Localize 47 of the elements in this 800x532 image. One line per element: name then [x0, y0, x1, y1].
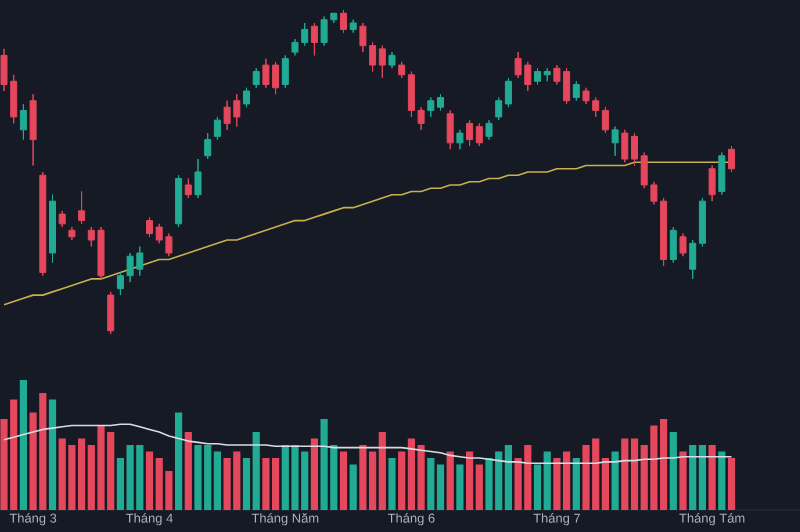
candlestick	[68, 226, 76, 241]
candlestick	[213, 116, 221, 141]
candlestick	[446, 109, 454, 150]
candlestick	[242, 87, 251, 108]
candlestick	[728, 145, 736, 173]
candlestick	[29, 93, 37, 167]
candlestick	[611, 126, 619, 157]
candlestick	[78, 190, 86, 225]
candlestick	[252, 67, 260, 89]
bar	[679, 451, 687, 510]
bar	[446, 451, 454, 510]
candlestick	[184, 177, 192, 199]
bar	[339, 451, 348, 510]
candlestick	[281, 54, 289, 89]
candlestick	[669, 226, 677, 264]
candlestick	[310, 22, 318, 56]
bar	[349, 464, 357, 510]
candlestick	[718, 152, 726, 196]
bar	[718, 451, 726, 510]
bar	[388, 458, 396, 510]
candlestick	[194, 158, 202, 199]
bar	[611, 451, 619, 510]
candlestick	[485, 119, 493, 141]
candlestick	[48, 194, 57, 264]
candlestick	[708, 165, 716, 202]
bar	[48, 399, 57, 510]
bar	[184, 432, 192, 510]
candlestick	[175, 174, 183, 228]
candlestick	[204, 132, 212, 160]
candlestick	[349, 19, 357, 34]
bar	[19, 380, 27, 510]
candlestick	[19, 103, 27, 141]
bar	[708, 445, 716, 510]
candlestick	[39, 171, 47, 277]
candlestick	[58, 210, 66, 228]
bar	[572, 458, 580, 510]
bar	[456, 464, 464, 510]
candlestick	[388, 51, 396, 69]
candlestick	[339, 9, 348, 34]
bar	[669, 432, 677, 510]
candlestick	[456, 129, 464, 150]
bar	[175, 412, 183, 510]
candlestick	[572, 80, 580, 102]
candlestick	[679, 233, 687, 257]
bar	[727, 458, 736, 510]
bar	[310, 438, 318, 510]
candlestick	[107, 291, 115, 335]
